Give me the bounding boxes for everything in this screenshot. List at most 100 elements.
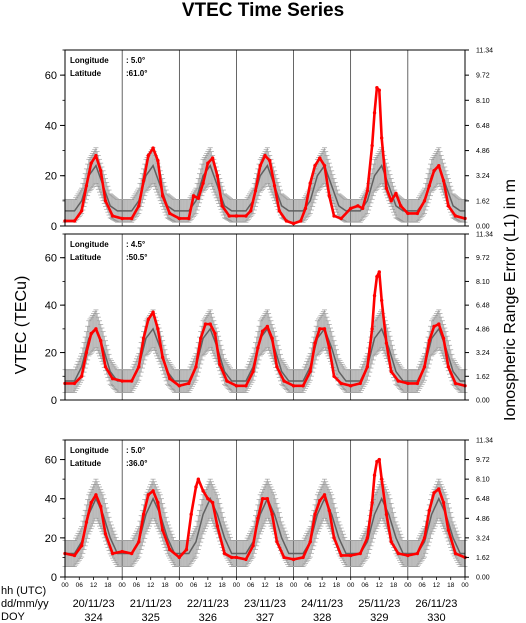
measured-point [103,199,108,203]
y-axis-label-left: VTEC (TECu) [13,276,30,375]
x-axis-group: 00 06 12 18 20/11/23 324 00 06 12 18 21/11/23 325 00… [61,577,469,623]
measured-point [372,111,377,115]
measured-point [137,540,141,544]
measured-point [268,158,272,163]
latitude-value: :36.0° [126,459,147,468]
hour-tick-label: 12 [433,582,441,589]
right-tick-label: 8.10 [476,477,490,484]
measured-point [396,551,401,556]
measured-point [339,381,343,386]
measured-point [365,536,370,540]
measured-point [415,211,420,216]
y-tick-label: 60 [45,455,57,467]
hour-tick-label: 06 [419,582,427,589]
measured-point [291,557,296,562]
right-tick-label: 9.72 [476,457,490,464]
hour-tick-label: 18 [219,582,227,589]
right-tick-label: 6.48 [476,496,490,503]
right-tick-label: 3.24 [476,350,490,357]
measured-point [253,189,258,193]
hour-tick-label: 18 [390,582,398,589]
measured-point [79,543,84,548]
measured-point [379,477,384,481]
measured-point [168,547,172,552]
measured-point [146,317,151,322]
measured-point [94,493,98,497]
measured-point [370,327,374,331]
measured-point [318,327,322,331]
measured-point [384,512,389,517]
measured-point [332,536,336,540]
measured-point [194,365,198,369]
measured-point [375,274,379,279]
measured-point [437,322,441,326]
latitude-value: :61.0° [126,69,147,78]
right-tick-label: 11.34 [476,232,493,239]
measured-point [453,381,458,386]
measured-point [372,473,377,477]
hour-tick-label: 12 [319,582,327,589]
measured-point [137,204,141,208]
measured-point [210,156,215,160]
measured-point [332,214,336,218]
hour-tick-label: 00 [404,582,412,589]
hour-tick-label: 00 [233,582,241,589]
measured-point [303,206,308,211]
measured-point [365,365,370,369]
measured-point [358,381,362,386]
measured-point [187,216,191,221]
measured-point [251,543,255,548]
measured-point [277,209,281,213]
row-label-date: dd/mm/yy [1,598,49,610]
right-tick-label: 4.86 [476,516,490,523]
measured-point [358,551,362,556]
right-tick-label: 11.34 [476,48,493,55]
measured-point [129,379,134,383]
measured-point [322,493,327,497]
measured-point [89,161,93,165]
hour-tick-label: 12 [261,582,269,589]
measured-point [399,204,403,208]
measured-point [151,146,155,150]
measured-point [141,512,146,517]
measured-point [215,524,220,528]
hour-tick-label: 18 [333,582,341,589]
y-tick-label: 40 [45,494,57,506]
measured-point [272,184,277,188]
measured-point [141,179,146,183]
measured-point [244,214,248,218]
measured-point [327,508,331,513]
measured-point [370,143,374,148]
y-tick-label: 60 [45,70,57,82]
measured-point [396,379,401,383]
measured-point [256,346,260,350]
right-tick-label: 11.34 [476,438,493,445]
measured-point [301,384,305,388]
measured-point [427,184,431,188]
measured-points [63,457,467,562]
latitude-label: Latitude [70,69,102,78]
measured-points [63,270,467,388]
hour-tick-label: 18 [104,582,112,589]
measured-point [437,487,441,491]
measured-point [291,384,296,388]
measured-point [103,532,108,536]
reference-median-line [65,164,465,212]
measured-point [270,336,274,341]
measured-point [384,186,389,190]
measured-point [196,196,201,201]
measured-point [437,163,441,168]
right-tick-label: 4.86 [476,148,490,155]
location-label: Longitude: 4.5° Latitude:50.5° [70,240,147,262]
measured-point [151,310,155,314]
measured-point [184,547,189,552]
measured-point [194,485,198,489]
measured-point [394,191,398,196]
measured-point [201,489,205,493]
measured-point [120,379,124,383]
measured-point [229,555,234,560]
measured-point [177,384,181,388]
measured-point [327,346,331,350]
right-tick-label: 1.62 [476,374,490,381]
